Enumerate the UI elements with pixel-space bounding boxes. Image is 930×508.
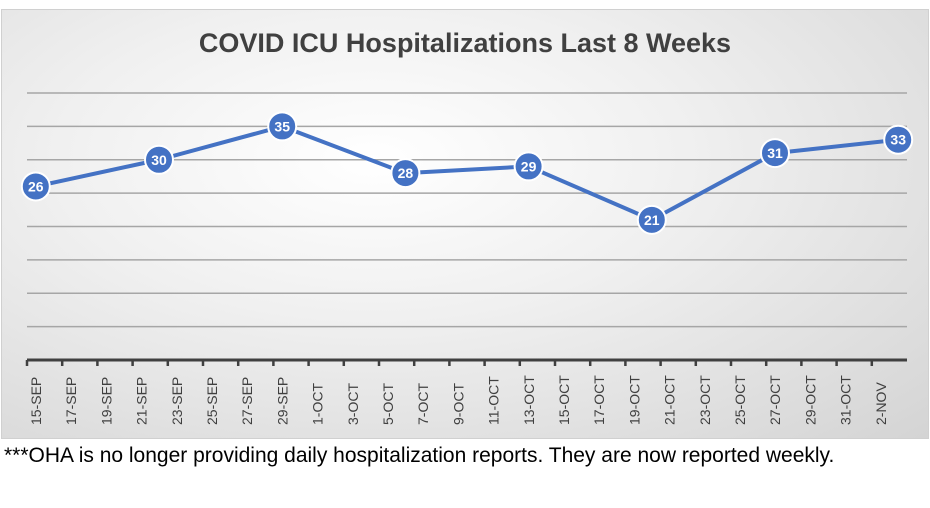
data-label: 31 bbox=[767, 145, 783, 161]
x-tick-label: 21-SEP bbox=[134, 377, 150, 425]
x-tick-label: 31-OCT bbox=[838, 375, 854, 425]
x-tick-label: 25-OCT bbox=[732, 375, 748, 425]
x-tick-label: 3-OCT bbox=[345, 383, 361, 425]
line-chart: 15-SEP 17-SEP 19-SEP 21-SEP 23-SEP 25-SEP 27-S… bbox=[20, 92, 914, 425]
x-tick-label: 2-NOV bbox=[873, 382, 889, 425]
data-point bbox=[20, 171, 51, 202]
x-tick-label: 15-OCT bbox=[556, 375, 572, 425]
x-tick-label: 25-SEP bbox=[204, 377, 220, 425]
data-label: 35 bbox=[274, 118, 290, 134]
data-point bbox=[636, 204, 667, 235]
x-tick-label: 21-OCT bbox=[662, 375, 678, 425]
x-tick-label: 27-OCT bbox=[767, 375, 783, 425]
x-tick-label: 19-SEP bbox=[98, 377, 114, 425]
x-tick-label: 17-OCT bbox=[591, 375, 607, 425]
data-label: 33 bbox=[890, 132, 906, 148]
x-tick-label: 29-OCT bbox=[802, 375, 818, 425]
data-label: 26 bbox=[28, 178, 44, 194]
x-tick-label: 23-OCT bbox=[697, 375, 713, 425]
data-label: 28 bbox=[398, 165, 414, 181]
x-tick-label: 1-OCT bbox=[310, 383, 326, 425]
x-tick-label: 15-SEP bbox=[28, 377, 44, 425]
series-line bbox=[35, 124, 899, 222]
data-point bbox=[144, 144, 174, 175]
chart-title: COVID ICU Hospitalizations Last 8 Weeks bbox=[198, 28, 732, 58]
x-tick-label: 13-OCT bbox=[521, 375, 537, 425]
data-label: 21 bbox=[644, 212, 660, 228]
data-label: 30 bbox=[151, 152, 167, 168]
data-point bbox=[267, 111, 298, 142]
x-tick-label: 9-OCT bbox=[450, 383, 466, 425]
data-point bbox=[513, 151, 544, 182]
x-tick-label: 23-SEP bbox=[169, 377, 185, 425]
x-tick-label: 7-OCT bbox=[415, 383, 431, 425]
data-point bbox=[760, 138, 790, 169]
data-point bbox=[390, 158, 421, 189]
x-tick-label: 27-SEP bbox=[239, 377, 255, 425]
x-tick-label: 29-SEP bbox=[274, 377, 290, 425]
chart-area bbox=[1, 9, 929, 439]
footnote: ***OHA is no longer providing daily hosp… bbox=[4, 444, 835, 467]
data-label: 29 bbox=[521, 158, 537, 174]
data-point bbox=[883, 124, 914, 155]
x-tick-label: 19-OCT bbox=[626, 375, 642, 425]
x-tick-label: 11-OCT bbox=[486, 376, 502, 425]
x-tick-label: 5-OCT bbox=[380, 383, 396, 425]
x-tick-label: 17-SEP bbox=[63, 377, 79, 425]
